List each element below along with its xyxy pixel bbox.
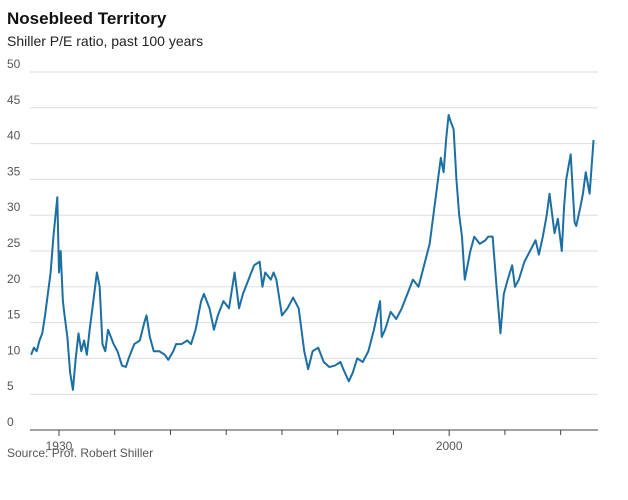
y-tick-label: 5	[7, 379, 14, 393]
y-tick-label: 25	[7, 236, 21, 250]
y-tick-label: 20	[7, 272, 21, 286]
y-tick-label: 15	[7, 308, 21, 322]
y-tick-label: 0	[7, 415, 14, 429]
chart-subtitle: Shiller P/E ratio, past 100 years	[7, 33, 203, 49]
source: Source: Prof. Robert Shiller	[7, 446, 153, 460]
y-tick-label: 40	[7, 129, 21, 143]
y-tick-label: 45	[7, 93, 21, 107]
y-tick-label: 35	[7, 164, 21, 178]
x-tick-label: 1930	[46, 439, 73, 453]
y-tick-label: 30	[7, 200, 21, 214]
chart-title: Nosebleed Territory	[7, 9, 167, 28]
y-tick-label: 50	[7, 57, 21, 71]
x-tick-label: 2000	[436, 439, 463, 453]
line-series	[30, 113, 595, 391]
y-tick-label: 10	[7, 343, 21, 357]
